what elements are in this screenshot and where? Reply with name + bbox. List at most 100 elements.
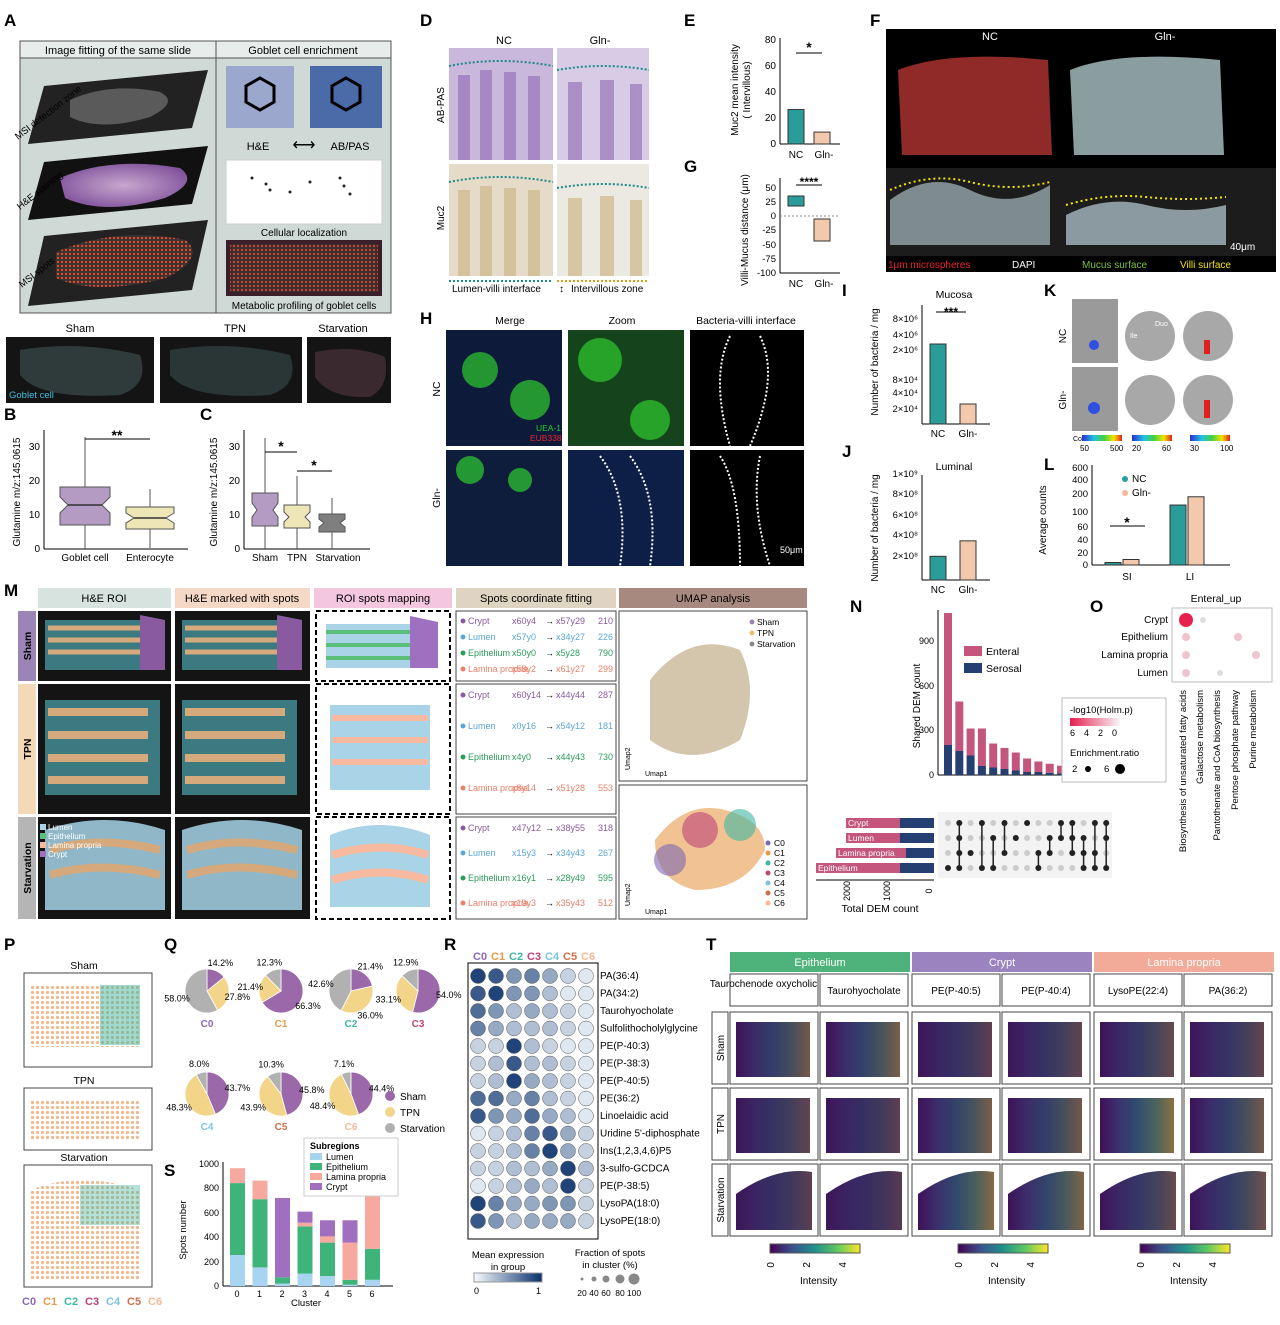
matrix-dot [1024, 850, 1031, 856]
bar-serosal [1000, 769, 1009, 775]
k-gln-mouse [1072, 367, 1118, 431]
svg-text:Starvation: Starvation [315, 553, 360, 564]
svg-text:Gln-: Gln- [1132, 488, 1151, 499]
dot [560, 1055, 576, 1072]
bar-NC [929, 555, 947, 581]
dot [578, 1213, 594, 1229]
tick-label: 2 [279, 1289, 284, 1299]
svg-text:Epithelium: Epithelium [818, 863, 858, 873]
dot [470, 1055, 486, 1072]
label: 43.7% [225, 1083, 251, 1093]
h-nc-interface [690, 330, 804, 446]
matrix-dot [1012, 865, 1019, 871]
label: C6 [774, 898, 785, 908]
matrix-dot [1001, 865, 1008, 871]
label: 553 [598, 783, 613, 793]
dot [578, 1125, 594, 1142]
label: x34y27 [556, 632, 585, 642]
dot [560, 1108, 576, 1124]
svg-text:( Intervillous): ( Intervillous) [742, 61, 753, 118]
svg-text:Purine metabolism: Purine metabolism [1248, 690, 1259, 769]
dot [542, 1125, 558, 1142]
dot [488, 985, 504, 1002]
bar-enteral [1045, 763, 1054, 773]
svg-text:Serosal: Serosal [986, 663, 1022, 675]
g-box-nc [787, 195, 805, 207]
t-intensity [1190, 1098, 1264, 1153]
svg-text:DAPI: DAPI [1012, 260, 1035, 271]
label: Intensity [988, 1276, 1025, 1287]
svg-text:TPN: TPN [287, 553, 307, 564]
svg-text:**: ** [112, 427, 123, 443]
bar-Gln--LI [1187, 496, 1205, 566]
tick-label: 5 [347, 1289, 352, 1299]
label: C5 [563, 951, 577, 963]
svg-text:*: * [311, 457, 317, 473]
label: Intensity [1170, 1276, 1207, 1287]
label: 36.0% [357, 1010, 383, 1020]
label: C1 [275, 1019, 288, 1030]
svg-text:NC: NC [789, 150, 803, 161]
svg-text:10: 10 [229, 510, 241, 521]
svg-text:Starvation: Starvation [318, 323, 368, 335]
t-col-header [819, 973, 909, 1007]
colorbar [957, 1243, 1049, 1254]
legend-dot [765, 850, 771, 856]
label: 12.3% [257, 957, 283, 967]
label: 512 [598, 898, 613, 908]
coord-dot [460, 692, 466, 698]
svg-text:Average counts: Average counts [1038, 485, 1049, 554]
svg-text:H&E: H&E [247, 141, 270, 153]
svg-text:TPN: TPN [400, 1108, 420, 1119]
svg-text:10: 10 [29, 510, 41, 521]
svg-text:Villi-Mucus distance (μm): Villi-Mucus distance (μm) [740, 174, 751, 286]
svg-text:Starvation: Starvation [60, 1152, 107, 1164]
matrix-dot [1046, 865, 1053, 871]
svg-text:Starvation: Starvation [757, 639, 796, 649]
hexagon-icon [244, 76, 276, 112]
svg-text:Sham: Sham [70, 960, 98, 972]
label: 0 [954, 1262, 965, 1268]
label: 21.4% [358, 962, 384, 972]
svg-text:60: 60 [1162, 444, 1171, 453]
svg-text:Enteral: Enteral [986, 646, 1019, 658]
dot [488, 1073, 504, 1089]
svg-text:100: 100 [1220, 444, 1234, 453]
label: C0 [473, 951, 487, 963]
matrix-dot [967, 850, 974, 856]
k-nc-si [1125, 311, 1175, 361]
label: x54y12 [556, 721, 585, 731]
dot [578, 1160, 594, 1177]
dot [488, 1195, 504, 1212]
svg-text:600: 600 [204, 1208, 219, 1218]
svg-text:E: E [684, 11, 695, 30]
dot [488, 1213, 504, 1229]
label: x51y28 [556, 783, 585, 793]
svg-text:1μm microspheres: 1μm microspheres [888, 260, 970, 271]
svg-text:TPN: TPN [22, 739, 34, 760]
svg-text:N: N [850, 597, 862, 616]
dot [542, 1073, 558, 1089]
svg-text:Sham: Sham [66, 323, 95, 335]
dot [560, 985, 576, 1002]
dot [524, 1125, 540, 1142]
dot [524, 1160, 540, 1177]
t-intensity [826, 1098, 900, 1153]
svg-text:Lumen: Lumen [326, 1152, 354, 1162]
bar-Lumen [297, 1273, 313, 1286]
label: C3 [527, 951, 541, 963]
tick-label: 1 [257, 1289, 262, 1299]
dot [560, 1213, 576, 1229]
svg-text:G: G [684, 157, 697, 176]
dot [506, 1125, 522, 1142]
dot [470, 1178, 486, 1194]
pie-slice [401, 968, 419, 992]
svg-text:6×10⁸: 6×10⁸ [893, 510, 918, 521]
label: 14.2% [208, 958, 234, 968]
label: 48.3% [166, 1102, 192, 1112]
label: TPN [716, 1114, 727, 1134]
label: 54.0% [436, 990, 462, 1000]
pie-slice [258, 1075, 288, 1117]
arrow: → [545, 721, 554, 731]
matrix-dot [1024, 865, 1031, 871]
